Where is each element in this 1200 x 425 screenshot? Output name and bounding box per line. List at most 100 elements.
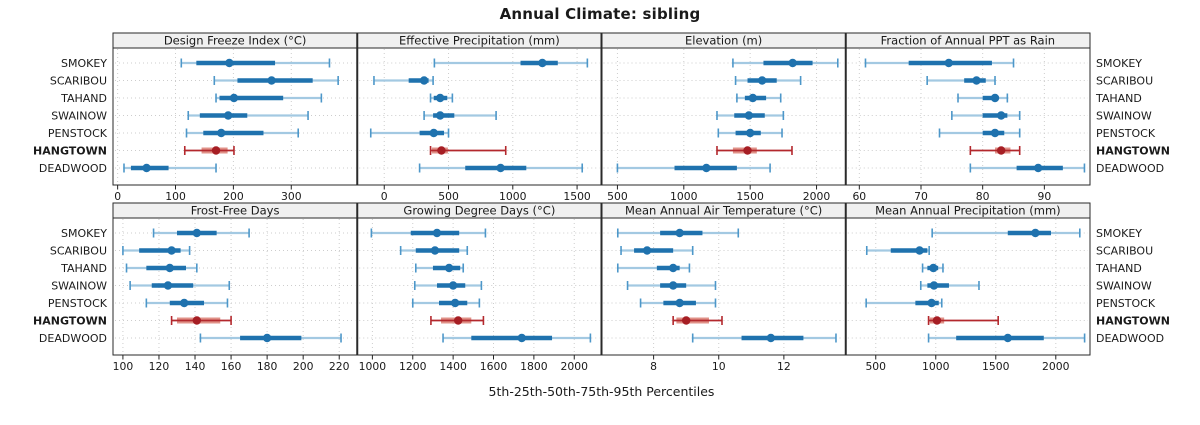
axis-tick-label: 200 [223,190,244,203]
station-label-right-smokey: SMOKEY [1096,227,1142,240]
series-hangtown-median-dot [681,316,691,325]
series-deadwood-median-dot [262,333,272,343]
axis-tick-label: 10 [712,360,726,373]
axis-tick-label: 2000 [1042,360,1070,373]
series-tahand-median-dot [435,93,445,103]
series-penstock-median-dot [180,298,189,308]
series-smokey-median-dot [225,58,234,68]
axis-tick-label: 2000 [803,190,831,203]
strip-title-mean-annual-air-temperature-c: Mean Annual Air Temperature (°C) [625,204,822,218]
axis-tick-label: 500 [438,190,459,203]
series-penstock-median-dot [675,298,684,308]
series-hangtown-median-dot [996,146,1006,155]
axis-tick-label: 160 [221,360,242,373]
axis-tick-label: 1600 [480,360,508,373]
station-label-right-penstock: PENSTOCK [1096,297,1156,310]
series-smokey-median-dot [432,228,442,238]
series-hangtown-median-dot [453,316,463,325]
series-tahand-median-dot [165,263,174,273]
axis-tick-label: 500 [607,190,628,203]
axis-tick-label: 500 [865,360,886,373]
strip-title-effective-precipitation-mm: Effective Precipitation (mm) [399,34,560,48]
series-penstock-median-dot [990,128,1000,138]
series-tahand-median-dot [748,93,758,103]
series-smokey-median-dot [1031,228,1040,238]
station-label-right-hangtown: HANGTOWN [1096,314,1170,327]
series-penstock-median-dot [745,128,755,138]
axis-tick-label: 180 [257,360,278,373]
series-hangtown-median-dot [437,146,446,155]
station-label-left-scaribou: SCARIBOU [50,244,107,257]
series-penstock-median-dot [450,298,460,308]
series-scaribou-median-dot [642,246,652,255]
series-swainow-median-dot [435,111,445,120]
axis-tick-label: 1000 [670,190,698,203]
series-smokey-median-dot [538,58,547,68]
series-penstock-median-dot [429,128,438,138]
axis-tick-label: 1000 [359,360,387,373]
series-hangtown-median-dot [932,316,942,325]
series-scaribou-median-dot [757,76,767,85]
station-label-right-tahand: TAHAND [1095,262,1142,275]
strip-title-fraction-of-annual-ppt-as-rain: Fraction of Annual PPT as Rain [881,34,1055,48]
station-label-left-tahand: TAHAND [60,92,107,105]
axis-tick-label: 1500 [982,360,1010,373]
series-tahand-median-dot [990,93,1000,103]
axis-tick-label: 0 [114,190,121,203]
series-deadwood-median-dot [1003,333,1012,343]
station-label-left-deadwood: DEADWOOD [39,332,107,345]
series-smokey-median-dot [944,58,953,68]
series-smokey-median-dot [675,228,684,238]
series-hangtown-median-dot [743,146,752,155]
station-label-right-scaribou: SCARIBOU [1096,74,1153,87]
axis-tick-label: 1400 [439,360,467,373]
station-label-right-deadwood: DEADWOOD [1096,162,1164,175]
series-swainow-median-dot [929,281,939,290]
axis-tick-label: 200 [293,360,314,373]
axis-tick-label: 1000 [922,360,950,373]
series-deadwood-median-dot [766,333,776,343]
series-scaribou-median-dot [972,76,981,85]
series-deadwood-median-dot [702,163,711,173]
strip-title-design-freeze-index-c: Design Freeze Index (°C) [164,34,307,48]
axis-tick-label: 1800 [520,360,548,373]
series-deadwood-median-dot [142,163,151,173]
strip-title-growing-degree-days-c: Growing Degree Days (°C) [403,204,555,218]
station-label-left-deadwood: DEADWOOD [39,162,107,175]
series-swainow-median-dot [163,281,173,290]
station-label-right-smokey: SMOKEY [1096,57,1142,70]
strip-title-mean-annual-precipitation-mm: Mean Annual Precipitation (mm) [875,204,1061,218]
station-label-right-hangtown: HANGTOWN [1096,144,1170,157]
station-label-left-tahand: TAHAND [60,262,107,275]
axis-tick-label: 140 [185,360,206,373]
series-scaribou-median-dot [419,76,429,85]
axis-tick-label: 1500 [563,190,591,203]
series-swainow-median-dot [744,111,754,120]
axis-tick-label: 60 [852,190,866,203]
series-deadwood-median-dot [517,333,526,343]
axis-tick-label: 1000 [499,190,527,203]
axis-tick-label: 120 [149,360,170,373]
series-swainow-median-dot [448,281,458,290]
axis-tick-label: 8 [650,360,657,373]
station-label-left-swainow: SWAINOW [51,279,107,292]
series-scaribou-median-dot [915,246,924,255]
axis-tick-label: 1200 [399,360,427,373]
axis-tick-label: 12 [777,360,791,373]
station-label-right-penstock: PENSTOCK [1096,127,1156,140]
station-label-left-smokey: SMOKEY [61,57,107,70]
strip-title-elevation-m: Elevation (m) [685,34,762,48]
series-tahand-median-dot [229,93,239,103]
series-deadwood-median-dot [496,163,505,173]
series-swainow-median-dot [668,281,678,290]
station-label-right-swainow: SWAINOW [1096,279,1152,292]
station-label-left-swainow: SWAINOW [51,109,107,122]
station-label-left-scaribou: SCARIBOU [50,74,107,87]
series-tahand-median-dot [444,263,454,273]
page-title: Annual Climate: sibling [499,5,701,23]
axis-tick-label: 100 [165,190,186,203]
series-swainow-median-dot [223,111,233,120]
series-penstock-median-dot [927,298,936,308]
